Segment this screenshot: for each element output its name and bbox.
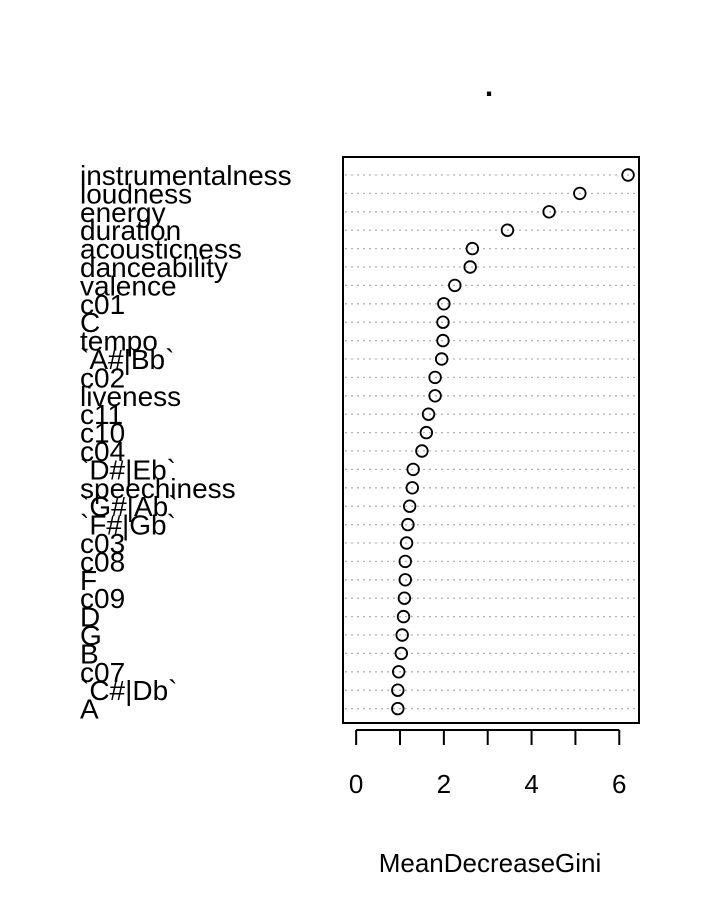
category-label: `G#|Ab`	[80, 491, 178, 522]
data-point	[396, 609, 411, 624]
data-point	[573, 186, 587, 201]
data-point	[405, 481, 419, 495]
category-label: c10	[80, 418, 125, 449]
category-label: C	[80, 307, 100, 338]
x-tick-label: 4	[524, 769, 538, 799]
data-point	[398, 554, 412, 569]
category-labels: instrumentalnessloudnessenergydurationac…	[80, 160, 292, 725]
data-point	[419, 425, 434, 440]
category-label: duration	[80, 215, 181, 246]
data-point	[399, 536, 414, 550]
category-label: c04	[80, 436, 125, 467]
category-label: c11	[80, 399, 123, 430]
category-label: `F#|Gb`	[80, 510, 176, 541]
category-label: valence	[80, 270, 177, 301]
data-point	[428, 370, 442, 385]
category-label: liveness	[80, 381, 181, 412]
data-point	[402, 499, 417, 513]
x-tick-label: 2	[437, 769, 451, 799]
data-point	[448, 278, 462, 293]
data-point	[500, 223, 515, 237]
data-point	[391, 701, 405, 716]
data-point	[391, 683, 405, 697]
chart-title: .	[485, 70, 493, 103]
category-label: acousticness	[80, 234, 242, 265]
data-point	[542, 205, 556, 219]
plot-frame	[342, 156, 640, 724]
category-label: c03	[80, 528, 125, 559]
category-label: c08	[80, 546, 125, 577]
category-label: c09	[80, 583, 125, 614]
data-point	[398, 573, 412, 587]
data-point	[436, 333, 450, 348]
data-point	[394, 646, 409, 661]
category-label: speechiness	[80, 473, 236, 504]
data-point	[415, 444, 429, 458]
x-axis: 0 2 4 6	[349, 729, 627, 799]
data-point	[401, 517, 415, 532]
category-label: tempo	[80, 326, 158, 357]
category-label: loudness	[80, 178, 192, 209]
grid-lines	[345, 174, 637, 710]
category-label: A	[80, 694, 99, 725]
category-label: `D#|Eb`	[80, 454, 176, 485]
data-point	[434, 352, 449, 366]
data-point	[395, 628, 409, 642]
x-tick-label: 0	[349, 769, 363, 799]
category-label: c02	[80, 362, 125, 393]
category-label: D	[80, 602, 100, 633]
category-label: c01	[80, 289, 125, 320]
data-points	[391, 168, 635, 716]
data-point	[621, 168, 635, 182]
x-axis-label: MeanDecreaseGini	[379, 848, 602, 878]
category-label: `C#|Db`	[80, 675, 178, 706]
category-label: `A#|Bb`	[80, 344, 174, 375]
data-point	[397, 591, 412, 605]
data-point	[428, 389, 442, 403]
category-label: F	[80, 565, 97, 596]
data-point	[391, 665, 406, 679]
category-label: instrumentalness	[80, 160, 292, 191]
category-label: G	[80, 620, 102, 651]
data-point	[406, 462, 420, 477]
category-label: energy	[80, 197, 166, 228]
data-point	[436, 315, 450, 329]
x-tick-label: 6	[612, 769, 626, 799]
data-point	[421, 407, 436, 421]
category-label: c07	[80, 657, 125, 688]
category-label: B	[80, 638, 99, 669]
data-point	[463, 260, 477, 274]
data-point	[437, 297, 451, 311]
data-point	[465, 241, 480, 256]
category-label: danceability	[80, 252, 228, 283]
